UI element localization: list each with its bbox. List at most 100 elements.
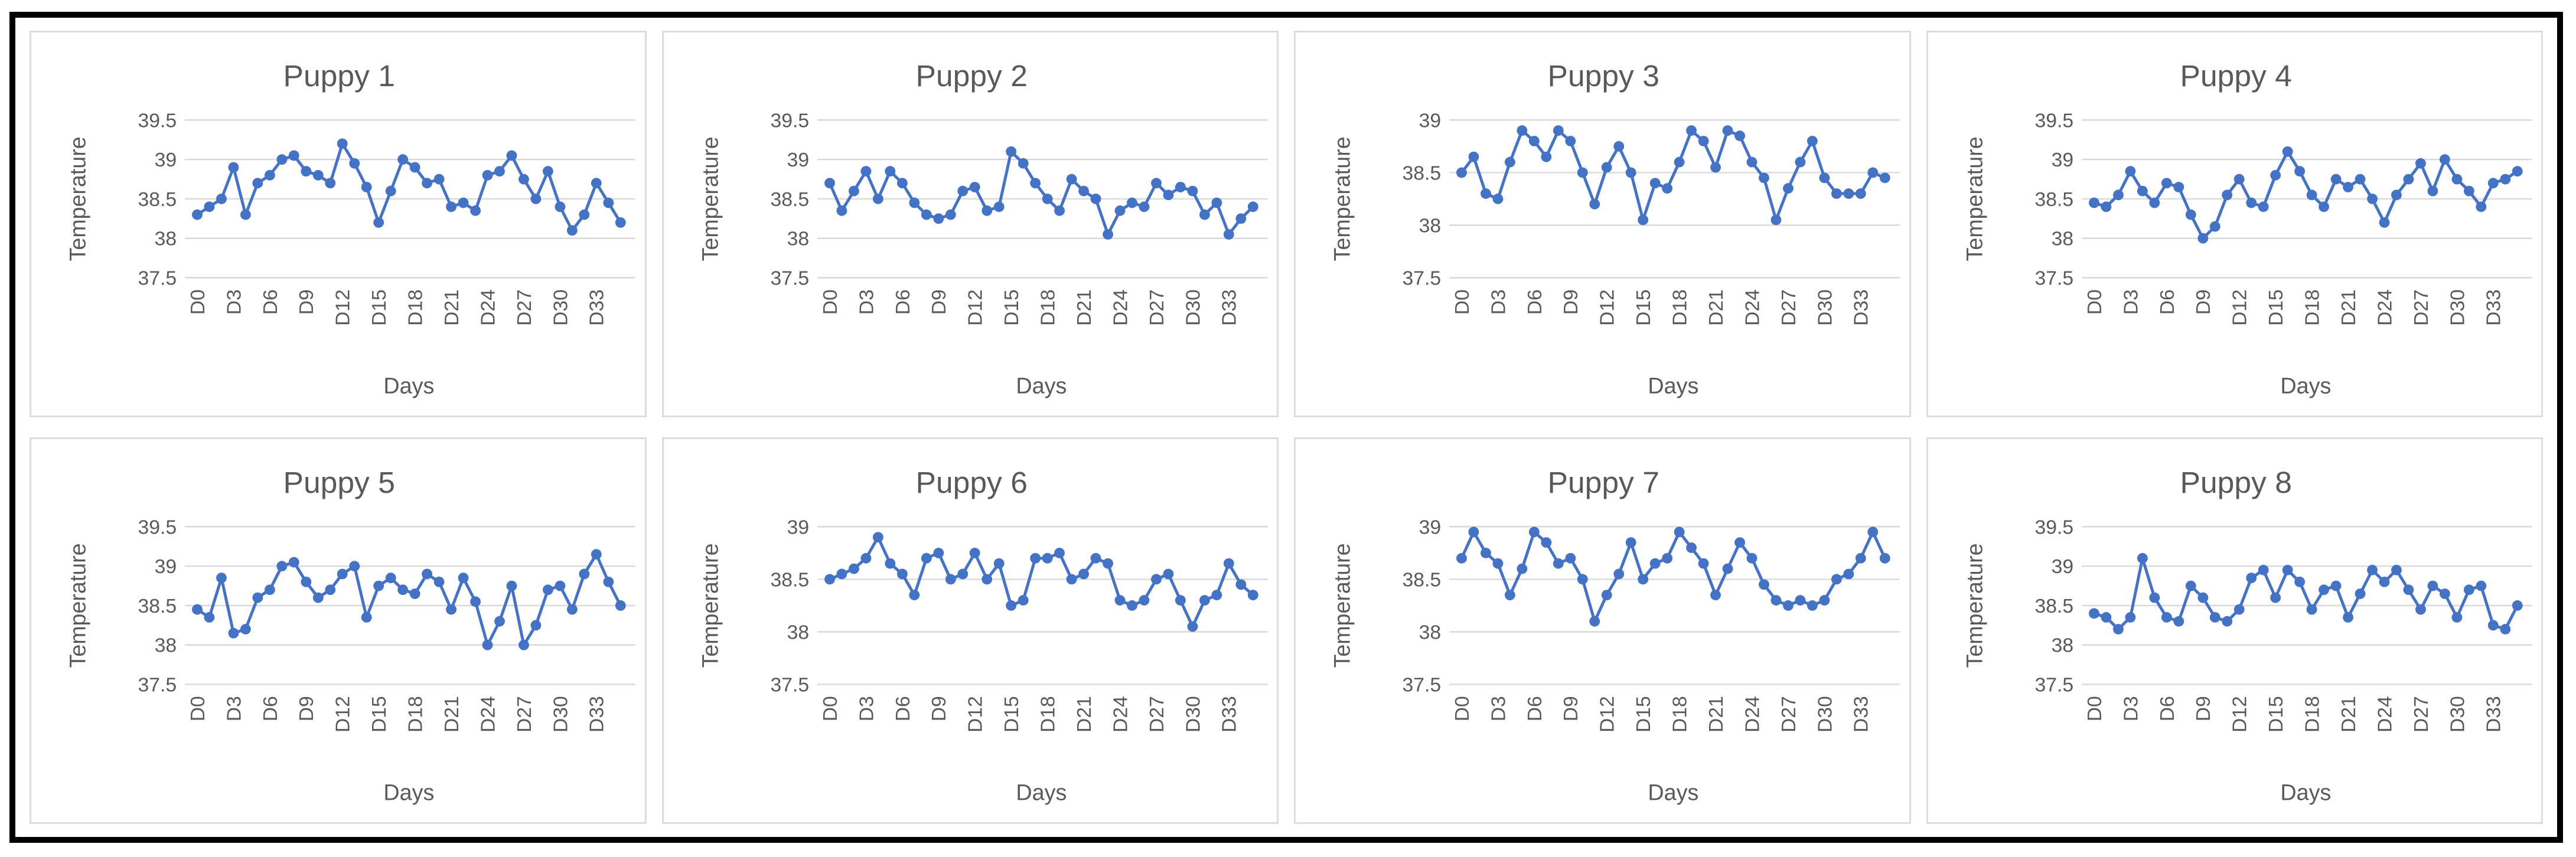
data-point-marker [2185,209,2196,220]
data-point-marker [2233,604,2245,615]
y-axis-title: Temperature [697,136,722,261]
data-point-marker [301,166,312,177]
data-point-marker [1492,194,1504,204]
x-tick-label: D3 [1488,289,1509,315]
data-point-marker [1783,600,1794,611]
data-point-marker [2487,178,2499,189]
data-point-marker [1528,136,1540,146]
x-tick-label: D9 [2193,289,2215,315]
x-tick-label: D27 [1778,289,1800,326]
x-tick-label: D33 [1218,289,1240,326]
data-point-marker [240,209,251,220]
data-point-marker [1138,595,1149,606]
data-point-marker [1029,178,1041,189]
data-point-marker [1565,136,1576,146]
data-point-marker [2088,608,2099,619]
data-point-marker [1553,125,1564,136]
data-point-marker [555,201,566,212]
data-point-marker [2282,564,2293,575]
x-tick-label: D15 [1633,289,1655,326]
data-point-marker [1005,146,1016,157]
x-tick-label: D33 [2483,289,2505,326]
data-point-marker [896,178,908,189]
data-point-marker [2499,174,2510,185]
x-tick-label: D6 [892,289,914,315]
data-point-marker [2173,182,2184,192]
x-tick-label: D12 [332,696,354,732]
data-point-marker [1054,548,1065,558]
data-point-marker [264,584,275,596]
data-point-marker [1770,214,1782,225]
data-point-marker [1042,194,1053,204]
data-point-marker [591,178,602,189]
x-tick-label: D15 [2265,289,2287,326]
data-point-marker [615,600,626,611]
data-point-marker [1223,229,1234,240]
x-axis-title: Days [2280,780,2331,804]
data-point-marker [1613,141,1625,152]
line-chart-8: Puppy 8 Temperature Days 37.5 38 38.5 39 39.5 D0… [1962,465,2532,804]
x-tick-label: D3 [223,696,245,721]
y-tick-label: 39 [2051,556,2073,578]
data-point-marker [1468,151,1479,162]
data-point-marker [1649,178,1661,189]
data-point-marker [1090,194,1101,204]
x-tick-label: D12 [2229,289,2251,326]
data-point-marker [361,182,372,192]
data-point-marker [2221,616,2232,627]
x-tick-label: D24 [477,696,499,732]
x-tick-label: D18 [2301,696,2323,732]
x-tick-label: D24 [1110,289,1132,326]
data-point-marker [824,178,835,189]
data-point-marker [1054,205,1065,216]
y-tick-label: 38.5 [138,596,177,617]
x-tick-label: D6 [260,696,282,721]
line-chart-7: Puppy 7 Temperature Days 37.5 38 38.5 39 D0 D3 D6… [1329,465,1900,804]
x-tick-label: D18 [2301,289,2323,326]
data-point-marker [2427,185,2438,197]
data-point-marker [2391,564,2402,575]
data-point-marker [433,576,445,587]
data-point-marker [2197,592,2208,603]
data-point-marker [2258,201,2269,212]
y-tick-label: 38.5 [1403,162,1442,184]
x-tick-label: D30 [550,289,572,326]
data-point-marker [1078,185,1089,197]
line-chart-6: Puppy 6 Temperature Days 37.5 38 38.5 39 D0 D3 D6… [697,465,1268,804]
data-point-marker [1517,563,1528,574]
x-tick-label: D9 [296,289,318,315]
data-point-marker [2100,612,2111,623]
data-point-marker [349,561,360,572]
data-point-marker [872,532,883,543]
data-point-marker [1005,600,1016,611]
outer-black-frame: Puppy 1 Temperature Days 37.5 38 38.5 39 39.5 D0… [9,12,2563,843]
x-tick-label: D27 [2410,289,2432,326]
data-point-marker [1698,558,1709,569]
data-point-marker [969,548,980,558]
data-point-marker [1150,178,1162,189]
data-point-marker [301,576,312,587]
data-point-marker [1504,156,1515,168]
data-point-marker [1126,600,1137,611]
data-point-marker [1710,162,1721,173]
x-tick-label: D15 [1001,289,1023,326]
data-point-marker [1114,595,1125,606]
data-point-marker [2209,612,2220,623]
x-axis-title: Days [1016,373,1067,398]
data-point-marker [2427,580,2438,591]
data-point-marker [2366,194,2378,204]
data-point-marker [312,169,324,181]
x-tick-label: D24 [2374,289,2396,326]
data-point-marker [993,558,1005,569]
data-point-marker [579,568,590,580]
data-point-marker [884,166,895,177]
x-tick-label: D12 [964,696,986,732]
y-tick-label: 39.5 [2034,516,2073,538]
data-point-marker [2148,197,2160,208]
data-point-marker [981,205,992,216]
chart-panel-puppy-4: Puppy 4 Temperature Days 37.5 38 38.5 39 39.5 D0… [1926,31,2543,417]
data-point-marker [555,580,566,591]
data-point-marker [1686,125,1697,136]
data-point-marker [2306,189,2317,201]
y-tick-label: 37.5 [770,267,809,289]
